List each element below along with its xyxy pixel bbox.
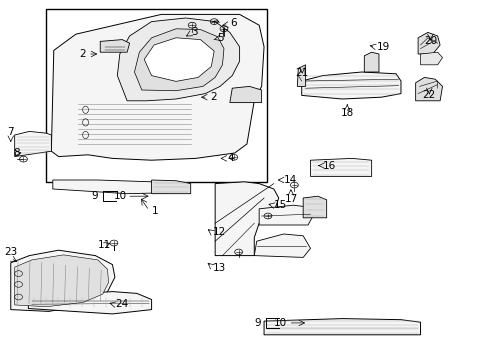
Polygon shape [11, 250, 115, 311]
Polygon shape [53, 180, 176, 194]
Text: 3: 3 [190, 27, 197, 37]
Bar [46, 9, 266, 182]
Text: 1: 1 [151, 206, 158, 216]
Text: 2: 2 [79, 49, 85, 59]
Polygon shape [415, 77, 442, 101]
Text: 22: 22 [422, 90, 435, 100]
Polygon shape [259, 205, 312, 225]
Polygon shape [15, 131, 51, 157]
Text: 5: 5 [217, 33, 224, 43]
Polygon shape [144, 38, 214, 81]
Polygon shape [117, 18, 239, 101]
Polygon shape [254, 234, 310, 257]
Text: 14: 14 [283, 175, 296, 185]
Polygon shape [151, 180, 190, 194]
Text: 8: 8 [14, 148, 20, 158]
Text: 7: 7 [7, 127, 14, 137]
Text: 2: 2 [210, 92, 217, 102]
Text: 21: 21 [295, 68, 308, 78]
Text: 11: 11 [98, 240, 111, 250]
Text: 10: 10 [273, 318, 286, 328]
Polygon shape [229, 86, 261, 103]
Polygon shape [364, 52, 378, 72]
Polygon shape [301, 72, 400, 99]
Text: 23: 23 [4, 247, 18, 257]
Polygon shape [100, 40, 129, 52]
Text: 18: 18 [340, 108, 353, 118]
Text: 6: 6 [229, 18, 236, 28]
Text: 16: 16 [322, 161, 335, 171]
Polygon shape [215, 182, 278, 256]
Polygon shape [134, 29, 224, 91]
Text: 9: 9 [91, 191, 98, 201]
Polygon shape [310, 158, 371, 176]
Text: 17: 17 [284, 194, 297, 204]
Polygon shape [297, 65, 305, 86]
Text: 24: 24 [115, 299, 128, 309]
Polygon shape [303, 196, 326, 218]
Polygon shape [28, 292, 151, 314]
Polygon shape [264, 319, 420, 335]
Text: 4: 4 [227, 153, 234, 163]
Polygon shape [420, 52, 442, 65]
Text: 20: 20 [423, 36, 436, 46]
Text: 13: 13 [212, 263, 225, 273]
Polygon shape [15, 255, 108, 307]
Text: 12: 12 [212, 227, 225, 237]
Polygon shape [417, 32, 439, 54]
Text: 9: 9 [253, 318, 260, 328]
Text: 19: 19 [376, 42, 389, 52]
Polygon shape [51, 14, 264, 160]
Text: 10: 10 [113, 191, 126, 201]
Text: 15: 15 [273, 200, 286, 210]
